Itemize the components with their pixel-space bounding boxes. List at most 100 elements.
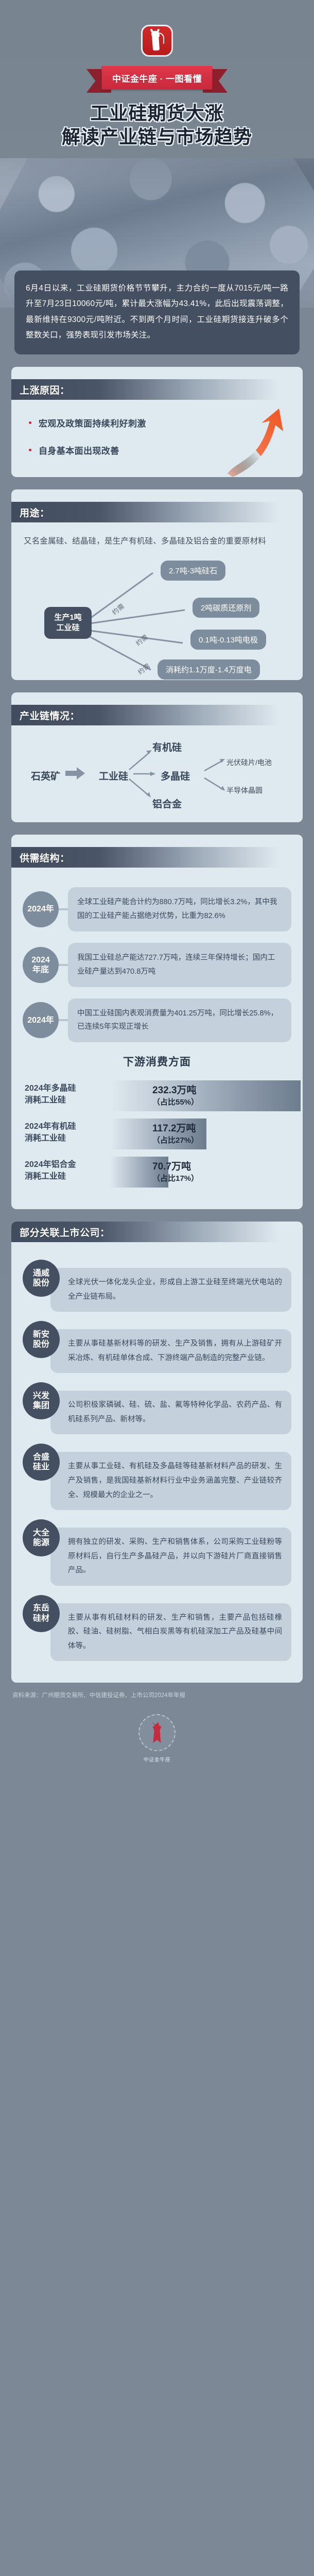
chart-bar-value: 70.7万吨 xyxy=(152,1161,191,1173)
reason-label: 宏观及政策面持续利好刺激 xyxy=(39,419,146,429)
chain-node-organic-silicon: 有机硅 xyxy=(152,742,182,754)
company-row: 兴发 集团 公司积极家磷碱、硅、硫、盐、氟等特种化学品、农药产品、有机硅系列产品、… xyxy=(23,1382,291,1435)
chain-node-semiconductor: 半导体晶圆 xyxy=(226,786,263,795)
company-badge: 大全 能源 xyxy=(23,1519,60,1557)
usage-body: 又名金属硅、结晶硅，是生产有机硅、多晶硅及铝合金的重要原材料 生产1吨 工业硅 约… xyxy=(11,522,303,680)
chart-bar-percentage: （占比27%） xyxy=(152,1136,199,1145)
thick-arrow-icon xyxy=(65,767,85,780)
supply-demand-text: 我国工业硅总产能达727.7万吨，连续三年保持增长；国内工业硅产量达到470.8… xyxy=(68,942,291,987)
supply-demand-body: 2024年 全球工业硅产能合计约为880.7万吨，同比增长3.2%，其中我国的工… xyxy=(11,868,303,1209)
chart-bar-value: 117.2万吨 xyxy=(152,1123,196,1134)
period-line-2: 年底 xyxy=(32,965,49,974)
chart-bar-label: 2024年铝合金 消耗工业硅 xyxy=(25,1160,76,1181)
source-note: 资料来源：广州期货交易所、中信建投证券、上市公司2024年年报 xyxy=(12,1692,186,1699)
company-name-line-1: 新安 xyxy=(32,1330,49,1339)
bull-logo-icon xyxy=(141,25,173,57)
company-description: 全球光伏一体化龙头企业，形成自上游工业硅至终端光伏电站的全产业链布局。 xyxy=(50,1268,291,1312)
period-badge: 2024年 xyxy=(23,1002,59,1039)
chart-bar-fill xyxy=(110,1157,168,1188)
section-title-companies: 部分关联上市公司： xyxy=(20,1227,110,1239)
page-title: 工业硅期货大涨 解读产业链与市场趋势 xyxy=(0,101,314,149)
company-badge: 新安 股份 xyxy=(23,1321,60,1359)
chart-bar-percentage: （占比17%） xyxy=(152,1174,199,1183)
supply-demand-row: 2024年 中国工业硅国内表观消费量为401.25万吨，同比增长25.8%，已连… xyxy=(23,998,291,1043)
diagram-output-2: 2吨碳质还原剂 xyxy=(193,598,260,618)
company-description: 主要从事硅基新材料等的研发、生产及销售，拥有从上游硅矿开采冶炼、有机硅单体合成、… xyxy=(50,1329,291,1374)
bullet-dot-icon xyxy=(29,421,31,425)
reason-label: 自身基本面出现改善 xyxy=(39,446,119,456)
reason-item: 自身基本面出现改善 xyxy=(11,436,303,464)
chain-node-industrial-silicon: 工业硅 xyxy=(99,771,129,783)
section-chain: 产业链情况： 石英矿 工业硅 有机硅 xyxy=(11,692,303,823)
reason-item: 宏观及政策面持续利好刺激 xyxy=(11,409,303,436)
chart-bar-value: 232.3万吨 xyxy=(152,1085,197,1096)
supply-demand-row: 2024年 全球工业硅产能合计约为880.7万吨，同比增长3.2%，其中我国的工… xyxy=(23,887,291,931)
chart-bar-row: 2024年铝合金 消耗工业硅 70.7万吨 （占比17%） xyxy=(23,1155,291,1190)
chain-node-aluminum-alloy: 铝合金 xyxy=(152,799,182,810)
header: 中证金牛座 · 一图看懂 xyxy=(0,0,314,100)
up-trend-arrow-icon xyxy=(228,409,283,478)
chart-bar-label: 2024年多晶硅 消耗工业硅 xyxy=(25,1084,76,1105)
section-companies: 部分关联上市公司： 通威 股份 全球光伏一体化龙头企业，形成自上游工业硅至终端光伏… xyxy=(11,1222,303,1683)
bull-glyph-icon xyxy=(148,28,166,52)
company-row: 新安 股份 主要从事硅基新材料等的研发、生产及销售，拥有从上游硅矿开采冶炼、有机硅… xyxy=(23,1321,291,1374)
chain-node-polysilicon: 多晶硅 xyxy=(161,771,190,783)
companies-body: 通威 股份 全球光伏一体化龙头企业，形成自上游工业硅至终端光伏电站的全产业链布局。… xyxy=(11,1242,303,1683)
company-name-line-1: 合盛 xyxy=(32,1452,49,1462)
connector-line xyxy=(59,1019,68,1022)
company-name-line-1: 大全 xyxy=(32,1528,49,1537)
period-badge: 2024年 xyxy=(23,891,59,928)
brand-ribbon: 中证金牛座 · 一图看懂 xyxy=(101,66,213,90)
reasons-body: 宏观及政策面持续利好刺激 自身基本面出现改善 xyxy=(11,400,303,478)
company-badge: 合盛 硅业 xyxy=(23,1444,60,1481)
chart-bar-label: 2024年有机硅 消耗工业硅 xyxy=(25,1122,76,1143)
company-name-line-1: 兴发 xyxy=(32,1391,49,1400)
period-line-1: 2024 xyxy=(31,955,50,964)
supply-demand-text: 中国工业硅国内表观消费量为401.25万吨，同比增长25.8%，已连续5年实现正… xyxy=(68,998,291,1043)
chain-arrows xyxy=(65,750,225,798)
company-description: 公司积极家磷碱、硅、硫、盐、氟等特种化学品、农药产品、有机硅系列产品、新材等。 xyxy=(50,1391,291,1435)
section-usage: 用途： 又名金属硅、结晶硅，是生产有机硅、多晶硅及铝合金的重要原材料 生产1吨工… xyxy=(11,489,303,681)
section-title-chain: 产业链情况： xyxy=(20,710,80,722)
section-supply-demand: 供需结构： 2024年 全球工业硅产能合计约为880.7万吨，同比增长3.2%，… xyxy=(11,835,303,1210)
supply-demand-text: 全球工业硅产能合计约为880.7万吨，同比增长3.2%，其中我国的工业硅产能占据… xyxy=(68,887,291,931)
diagram-output-4: 消耗约1.1万度-1.4万度电 xyxy=(158,659,260,680)
section-header-usage: 用途： xyxy=(11,502,303,523)
chart-bar-fill xyxy=(110,1118,206,1150)
bullet-dot-icon xyxy=(29,449,31,452)
title-line-2: 解读产业链与市场趋势 xyxy=(61,126,252,148)
company-row: 东岳 硅材 主要从事有机硅材料的研发、生产和销售，主要产品包括硅橡胶、硅油、硅树脂… xyxy=(23,1595,291,1662)
chart-bar-percentage: （占比55%） xyxy=(152,1098,199,1107)
section-header-chain: 产业链情况： xyxy=(11,705,303,726)
chart-bar-row: 2024年有机硅 消耗工业硅 117.2万吨 （占比27%） xyxy=(23,1116,291,1151)
section-reasons: 上涨原因： 宏观及政策面持续利好刺激 自身基本面出现改善 xyxy=(11,367,303,478)
company-description: 主要从事工业硅、有机硅及多晶硅等硅基新材料产品的研发、生产及销售，是我国硅基新材… xyxy=(50,1452,291,1511)
diagram-output-3: 0.1吨-0.13吨电极 xyxy=(190,630,267,650)
title-line-1: 工业硅期货大涨 xyxy=(90,103,224,124)
production-ratio-diagram: 生产1吨 工业硅 约需 约需 约需 2.7吨-3吨硅石 2吨碳质还原剂 0.1吨-… xyxy=(23,557,291,680)
company-row: 合盛 硅业 主要从事工业硅、有机硅及多晶硅等硅基新材料产品的研发、生产及销售，是我… xyxy=(23,1444,291,1511)
company-badge: 东岳 硅材 xyxy=(23,1595,60,1632)
section-title-supply-demand: 供需结构： xyxy=(20,853,70,864)
diagram-connector-lines xyxy=(88,572,185,671)
industry-chain-diagram: 石英矿 工业硅 有机硅 多晶硅 铝合金 光伏硅片/电池 半导体晶圆 xyxy=(23,739,291,816)
company-row: 大全 能源 拥有独立的研发、采购、生产和销售体系，公司采购工业硅粉等原材料后，自行… xyxy=(23,1519,291,1586)
company-badge: 通威 股份 xyxy=(23,1260,60,1297)
core-line-1: 生产1吨 xyxy=(54,613,82,622)
company-name-line-1: 通威 xyxy=(32,1268,49,1278)
diagram-output-1: 2.7吨-3吨硅石 xyxy=(161,561,226,581)
chain-node-quartz: 石英矿 xyxy=(31,771,61,783)
company-name-line-2: 股份 xyxy=(32,1279,49,1288)
company-description: 主要从事有机硅材料的研发、生产和销售，主要产品包括硅橡胶、硅油、硅树脂、气相白炭… xyxy=(50,1603,291,1662)
section-header-reasons: 上涨原因： xyxy=(11,379,303,400)
company-name-line-2: 硅材 xyxy=(32,1614,49,1623)
footer-logo: 中证金牛座 xyxy=(135,1714,179,1763)
connector-line xyxy=(59,963,68,966)
core-line-2: 工业硅 xyxy=(56,623,80,633)
chart-bar-fill xyxy=(110,1080,301,1112)
section-header-supply-demand: 供需结构： xyxy=(11,847,303,868)
diagram-core-node: 生产1吨 工业硅 xyxy=(44,607,92,639)
company-name-line-2: 集团 xyxy=(32,1401,49,1411)
period-badge: 2024 年底 xyxy=(23,946,59,983)
company-name-line-2: 硅业 xyxy=(32,1463,49,1472)
